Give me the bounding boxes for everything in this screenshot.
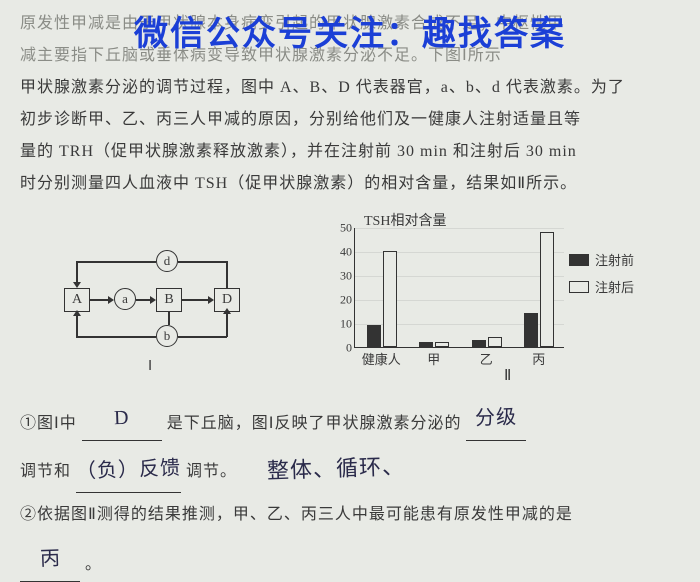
- circle-d: d: [156, 250, 178, 272]
- chart-title: TSH相对含量: [364, 210, 446, 230]
- q1-line2b: 调节。: [186, 463, 237, 480]
- bar-chart: TSH相对含量 01020304050健康人甲乙丙 注射前 注射后 Ⅱ: [324, 210, 634, 390]
- xlabel: 甲: [427, 347, 440, 368]
- q1-line2a: 调节和: [20, 463, 71, 480]
- node-A: A: [64, 288, 90, 312]
- ytick: 30: [340, 269, 355, 284]
- q2-period: 。: [85, 555, 102, 572]
- q1-mid: 是下丘脑，图Ⅰ反映了甲状腺激素分泌的: [167, 415, 462, 432]
- bar-pre: [524, 313, 538, 347]
- q2-blank: 丙: [20, 537, 80, 582]
- bar-post: [488, 337, 502, 347]
- xlabel: 乙: [480, 347, 493, 368]
- para-line-3: 甲状腺激素分泌的调节过程，图中 A、B、D 代表器官，a、b、d 代表激素。为了: [20, 72, 672, 104]
- question-1-line-2: 调节和 （负）反馈 调节。 整体、循环、: [20, 445, 672, 493]
- para-line-6: 时分别测量四人血液中 TSH（促甲状腺激素）的相对含量，结果如Ⅱ所示。: [20, 168, 672, 200]
- ytick: 10: [340, 317, 355, 332]
- bar-pre: [472, 340, 486, 347]
- bar-group: [472, 337, 502, 347]
- para-line-4: 初步诊断甲、乙、丙三人甲减的原因，分别给他们及一健康人注射适量且等: [20, 104, 672, 136]
- q1-answer-1: D: [113, 396, 130, 441]
- ytick: 50: [340, 221, 355, 236]
- chart-legend: 注射前 注射后: [569, 250, 634, 304]
- ytick: 20: [340, 293, 355, 308]
- legend-post-label: 注射后: [595, 277, 634, 296]
- bar-pre: [367, 325, 381, 347]
- roman-2: Ⅱ: [504, 366, 511, 385]
- diagram-1: A a B D b d Ⅰ: [58, 220, 248, 380]
- q1-margin-note: 整体、循环、: [266, 443, 406, 496]
- question-2-line-1: ②依据图Ⅱ测得的结果推测，甲、乙、丙三人中最可能患有原发性甲减的是: [20, 497, 672, 532]
- q1-prefix: ①图Ⅰ中: [20, 415, 77, 432]
- ytick: 0: [346, 341, 355, 356]
- swatch-post-icon: [569, 281, 589, 293]
- legend-pre-label: 注射前: [595, 250, 634, 269]
- question-1-line-1: ①图Ⅰ中 D 是下丘脑，图Ⅰ反映了甲状腺激素分泌的 分级: [20, 396, 672, 441]
- para-line-5: 量的 TRH（促甲状腺激素释放激素），并在注射前 30 min 和注射后 30 …: [20, 136, 672, 168]
- xlabel: 健康人: [362, 347, 401, 368]
- ytick: 40: [340, 245, 355, 260]
- q1-answer-3: （负）反馈: [75, 447, 181, 495]
- node-B: B: [156, 288, 182, 312]
- question-2-line-2: 丙 。: [20, 537, 672, 582]
- q1-blank-2: 分级: [466, 396, 526, 441]
- para-line-1: 原发性甲减是由于甲状腺本身病变引起的甲状腺激素合成不足；中枢性甲: [20, 8, 672, 40]
- bar-group: [524, 232, 554, 347]
- q2-answer: 丙: [39, 536, 62, 581]
- q1-blank-3: （负）反馈: [76, 448, 181, 493]
- swatch-pre-icon: [569, 254, 589, 266]
- legend-post: 注射后: [569, 277, 634, 296]
- figures-row: A a B D b d Ⅰ TSH相对含量 0 10 20 30: [20, 210, 672, 390]
- bar-post: [540, 232, 554, 347]
- para-line-2: 减主要指下丘脑或垂体病变导致甲状腺激素分泌不足。下图Ⅰ所示: [20, 40, 672, 72]
- circle-a: a: [114, 288, 136, 310]
- chart-plot-area: 01020304050健康人甲乙丙: [354, 228, 564, 348]
- xlabel: 丙: [532, 347, 545, 368]
- legend-pre: 注射前: [569, 250, 634, 269]
- q1-blank-1: D: [82, 396, 162, 441]
- q1-answer-2: 分级: [475, 395, 519, 440]
- bar-group: [367, 251, 397, 347]
- roman-1: Ⅰ: [148, 358, 152, 375]
- bar-post: [383, 251, 397, 347]
- circle-b: b: [156, 325, 178, 347]
